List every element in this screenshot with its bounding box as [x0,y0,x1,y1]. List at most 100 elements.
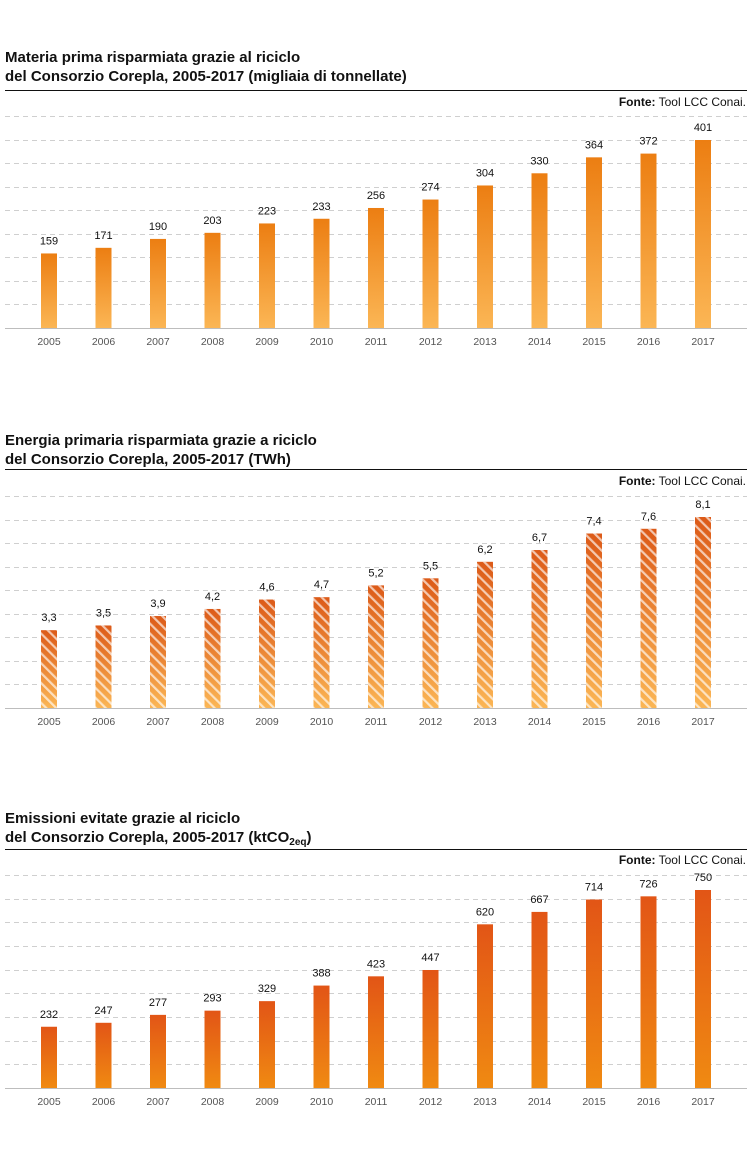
x-tick-label-2008: 2008 [201,336,225,348]
title-divider [5,849,747,850]
x-tick-label-2013: 2013 [473,716,497,728]
bar-hatch-2007 [150,616,166,708]
x-tick-label-2011: 2011 [365,1096,388,1108]
bar-2013 [477,924,493,1088]
x-tick-label-2011: 2011 [365,336,388,348]
bar-2007 [150,1014,166,1088]
x-tick-label-2013: 2013 [473,336,497,348]
data-label-2008: 293 [203,993,221,1005]
data-label-2013: 304 [476,167,494,179]
data-label-2011: 256 [367,190,385,202]
bar-2006 [95,247,112,328]
source-text: Tool LCC Conai. [658,474,746,488]
bar-2013 [477,185,493,328]
data-label-2011: 423 [367,958,385,970]
data-label-2015: 364 [585,139,603,151]
bar-chart-emissioni-evitate: 232 2005 247 2006 277 2007 293 2008 329 2009 388 20… [5,872,747,1108]
x-tick-label-2011: 2011 [365,716,388,728]
data-label-2008: 4,2 [205,591,220,603]
data-label-2006: 247 [94,1005,112,1017]
data-label-2014: 330 [530,155,548,167]
source-note: Fonte: Tool LCC Conai. [619,95,746,109]
bar-hatch-2012 [422,578,439,708]
data-label-2013: 6,2 [477,544,492,556]
bar-2014 [531,911,548,1088]
chart-title: Energia primaria risparmiata grazie a ri… [5,431,317,469]
x-tick-label-2008: 2008 [201,716,225,728]
x-tick-label-2008: 2008 [201,1096,225,1108]
bar-2008 [204,232,221,328]
data-label-2009: 223 [258,205,276,217]
title-divider [5,469,747,470]
bar-hatch-2017 [695,517,711,708]
x-tick-label-2016: 2016 [637,716,661,728]
bar-hatch-2015 [586,533,602,708]
data-label-2016: 372 [639,136,657,148]
data-label-2014: 667 [530,894,548,906]
x-tick-label-2014: 2014 [528,1096,552,1108]
data-label-2010: 233 [312,201,330,213]
source-label: Fonte: [618,95,656,109]
bar-2014 [531,173,548,328]
chart-title-line2: del Consorzio Corepla, 2005-2017 (ktCO2e… [5,828,312,848]
x-tick-label-2013: 2013 [473,1096,497,1108]
x-tick-label-2006: 2006 [92,1096,116,1108]
data-label-2006: 171 [94,230,112,242]
chart-title-line2: del Consorzio Corepla, 2005-2017 (miglia… [5,68,407,85]
source-label: Fonte: [618,853,656,867]
bar-2005 [41,1026,57,1088]
bar-2017 [695,140,711,328]
data-label-2016: 726 [639,878,657,890]
bar-hatch-2009 [259,599,275,708]
title-divider [5,90,747,91]
bar-2009 [259,1001,275,1088]
data-label-2009: 4,6 [259,582,274,594]
x-tick-label-2012: 2012 [419,336,443,348]
chart-title-line1: Energia primaria risparmiata grazie a ri… [5,432,317,449]
x-tick-label-2010: 2010 [310,716,334,728]
x-tick-label-2007: 2007 [146,336,170,348]
chart-title-line2: del Consorzio Corepla, 2005-2017 (TWh) [5,451,291,468]
bar-2011 [368,207,384,328]
data-label-2010: 388 [312,968,330,980]
data-label-2014: 6,7 [532,532,547,544]
bar-2010 [313,218,330,328]
x-tick-label-2015: 2015 [582,336,606,348]
bar-hatch-2006 [95,625,112,708]
data-label-2009: 329 [258,983,276,995]
x-tick-label-2014: 2014 [528,716,552,728]
chart-title-line1: Materia prima risparmiata grazie al rici… [5,49,301,66]
source-text: Tool LCC Conai. [658,95,746,109]
data-label-2012: 274 [421,182,439,194]
data-label-2005: 159 [40,235,58,247]
data-label-2011: 5,2 [368,567,383,579]
x-tick-label-2010: 2010 [310,1096,334,1108]
source-label: Fonte: [618,474,656,488]
chart-title-line2-end: ) [306,829,312,846]
x-tick-label-2017: 2017 [691,716,715,728]
bar-2016 [640,896,657,1088]
bar-2006 [95,1022,112,1088]
data-label-2007: 3,9 [150,598,165,610]
data-label-2012: 5,5 [423,560,438,572]
data-label-2017: 8,1 [695,499,710,511]
x-tick-label-2007: 2007 [146,716,170,728]
bar-2009 [259,223,275,328]
x-tick-label-2016: 2016 [637,336,661,348]
bar-2011 [368,976,384,1088]
data-label-2005: 232 [40,1009,58,1021]
data-label-2010: 4,7 [314,579,329,591]
bar-2012 [422,969,439,1088]
bar-2007 [150,238,166,328]
x-tick-label-2005: 2005 [37,336,61,348]
data-label-2015: 714 [585,882,603,894]
chart-title-line2-main: del Consorzio Corepla, 2005-2017 (ktCO [5,829,290,846]
x-tick-label-2005: 2005 [37,716,61,728]
bar-2017 [695,890,711,1088]
x-tick-label-2017: 2017 [691,1096,715,1108]
x-tick-label-2006: 2006 [92,336,116,348]
data-label-2006: 3,5 [96,607,111,619]
source-text: Tool LCC Conai. [658,853,746,867]
bar-2010 [313,985,330,1088]
chart-title: Materia prima risparmiata grazie al rici… [5,48,407,86]
